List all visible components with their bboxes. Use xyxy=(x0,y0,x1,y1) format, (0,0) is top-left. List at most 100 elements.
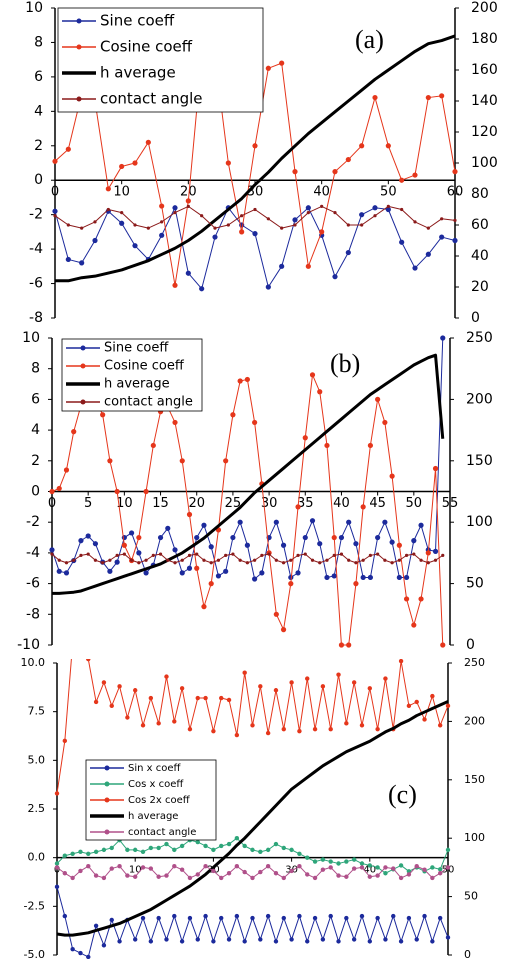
data-point xyxy=(136,550,142,556)
y2-tick-label: 0 xyxy=(466,637,475,653)
y2-tick-label: 100 xyxy=(466,514,493,530)
data-point xyxy=(70,851,75,856)
data-point xyxy=(406,872,412,877)
y2-tick-label: 180 xyxy=(471,31,498,47)
data-point xyxy=(383,676,388,681)
legend-box xyxy=(57,7,264,113)
data-point xyxy=(440,217,444,221)
data-point xyxy=(412,552,416,556)
data-point xyxy=(164,873,169,878)
data-point xyxy=(414,937,419,942)
data-point xyxy=(208,581,214,587)
data-point xyxy=(148,845,154,851)
data-point xyxy=(328,865,333,870)
data-point xyxy=(422,867,427,872)
data-point xyxy=(359,143,365,149)
data-point xyxy=(253,207,257,212)
data-point xyxy=(200,214,204,218)
data-point xyxy=(367,863,372,868)
data-point xyxy=(63,467,70,473)
data-point xyxy=(281,915,286,921)
data-point xyxy=(351,866,357,871)
y-tick-label: 6 xyxy=(31,391,40,407)
data-point xyxy=(339,552,344,556)
data-point xyxy=(125,715,130,720)
x-tick-label: 50 xyxy=(442,865,455,876)
data-point xyxy=(305,263,311,269)
data-point xyxy=(137,561,141,565)
y-tick-label: -8 xyxy=(29,310,43,326)
data-point xyxy=(108,558,112,562)
data-point xyxy=(280,226,284,230)
data-point xyxy=(328,859,333,864)
data-point xyxy=(295,504,301,510)
data-point xyxy=(185,198,191,204)
data-point xyxy=(353,581,359,587)
data-point xyxy=(179,867,185,872)
data-point xyxy=(252,143,258,149)
y-tick-label: -8 xyxy=(26,606,40,622)
data-point xyxy=(360,574,366,581)
data-point xyxy=(219,695,224,701)
data-point xyxy=(119,220,125,226)
data-point xyxy=(253,558,257,562)
data-point xyxy=(325,558,329,562)
plot-area xyxy=(49,335,446,648)
data-point xyxy=(274,558,278,562)
data-point xyxy=(367,686,372,691)
data-point xyxy=(92,237,98,244)
data-point xyxy=(62,853,68,858)
data-point xyxy=(344,874,349,879)
data-point xyxy=(172,419,178,426)
data-point xyxy=(398,939,404,944)
data-point xyxy=(373,214,377,218)
data-point xyxy=(209,561,213,565)
data-point xyxy=(281,845,286,851)
data-point xyxy=(303,552,307,556)
data-point xyxy=(312,915,318,921)
data-point xyxy=(302,435,308,441)
data-point xyxy=(50,552,54,556)
data-point xyxy=(133,688,138,693)
data-point xyxy=(288,581,294,587)
data-point xyxy=(403,574,410,581)
data-point xyxy=(119,163,125,170)
data-point xyxy=(412,172,418,178)
data-point xyxy=(332,274,338,280)
data-point xyxy=(203,913,208,919)
data-point xyxy=(312,726,318,732)
data-point xyxy=(309,372,316,378)
data-point xyxy=(386,204,390,208)
data-point xyxy=(296,553,300,557)
data-point xyxy=(172,547,178,553)
data-point xyxy=(289,937,294,942)
data-point xyxy=(281,875,286,881)
data-point xyxy=(383,937,388,942)
data-point xyxy=(411,622,417,628)
data-point xyxy=(244,542,250,548)
data-point xyxy=(383,558,387,562)
y-tick-label: -5.0 xyxy=(24,948,45,961)
data-point xyxy=(452,169,458,175)
data-point xyxy=(252,419,258,426)
data-point xyxy=(396,574,402,581)
data-point xyxy=(413,220,417,224)
data-point xyxy=(305,676,310,681)
data-point xyxy=(265,847,271,853)
data-point xyxy=(164,937,169,942)
data-point xyxy=(331,573,337,579)
data-point xyxy=(133,874,138,879)
data-point xyxy=(226,697,232,703)
data-point xyxy=(430,865,435,870)
data-point xyxy=(208,544,214,550)
plot-area xyxy=(52,34,458,292)
data-point xyxy=(52,158,58,164)
data-point xyxy=(425,251,431,257)
data-point xyxy=(351,680,357,685)
series-line xyxy=(52,353,445,595)
data-point xyxy=(383,871,388,876)
data-point xyxy=(445,847,451,853)
legend-marker xyxy=(76,96,82,102)
data-point xyxy=(242,939,247,944)
